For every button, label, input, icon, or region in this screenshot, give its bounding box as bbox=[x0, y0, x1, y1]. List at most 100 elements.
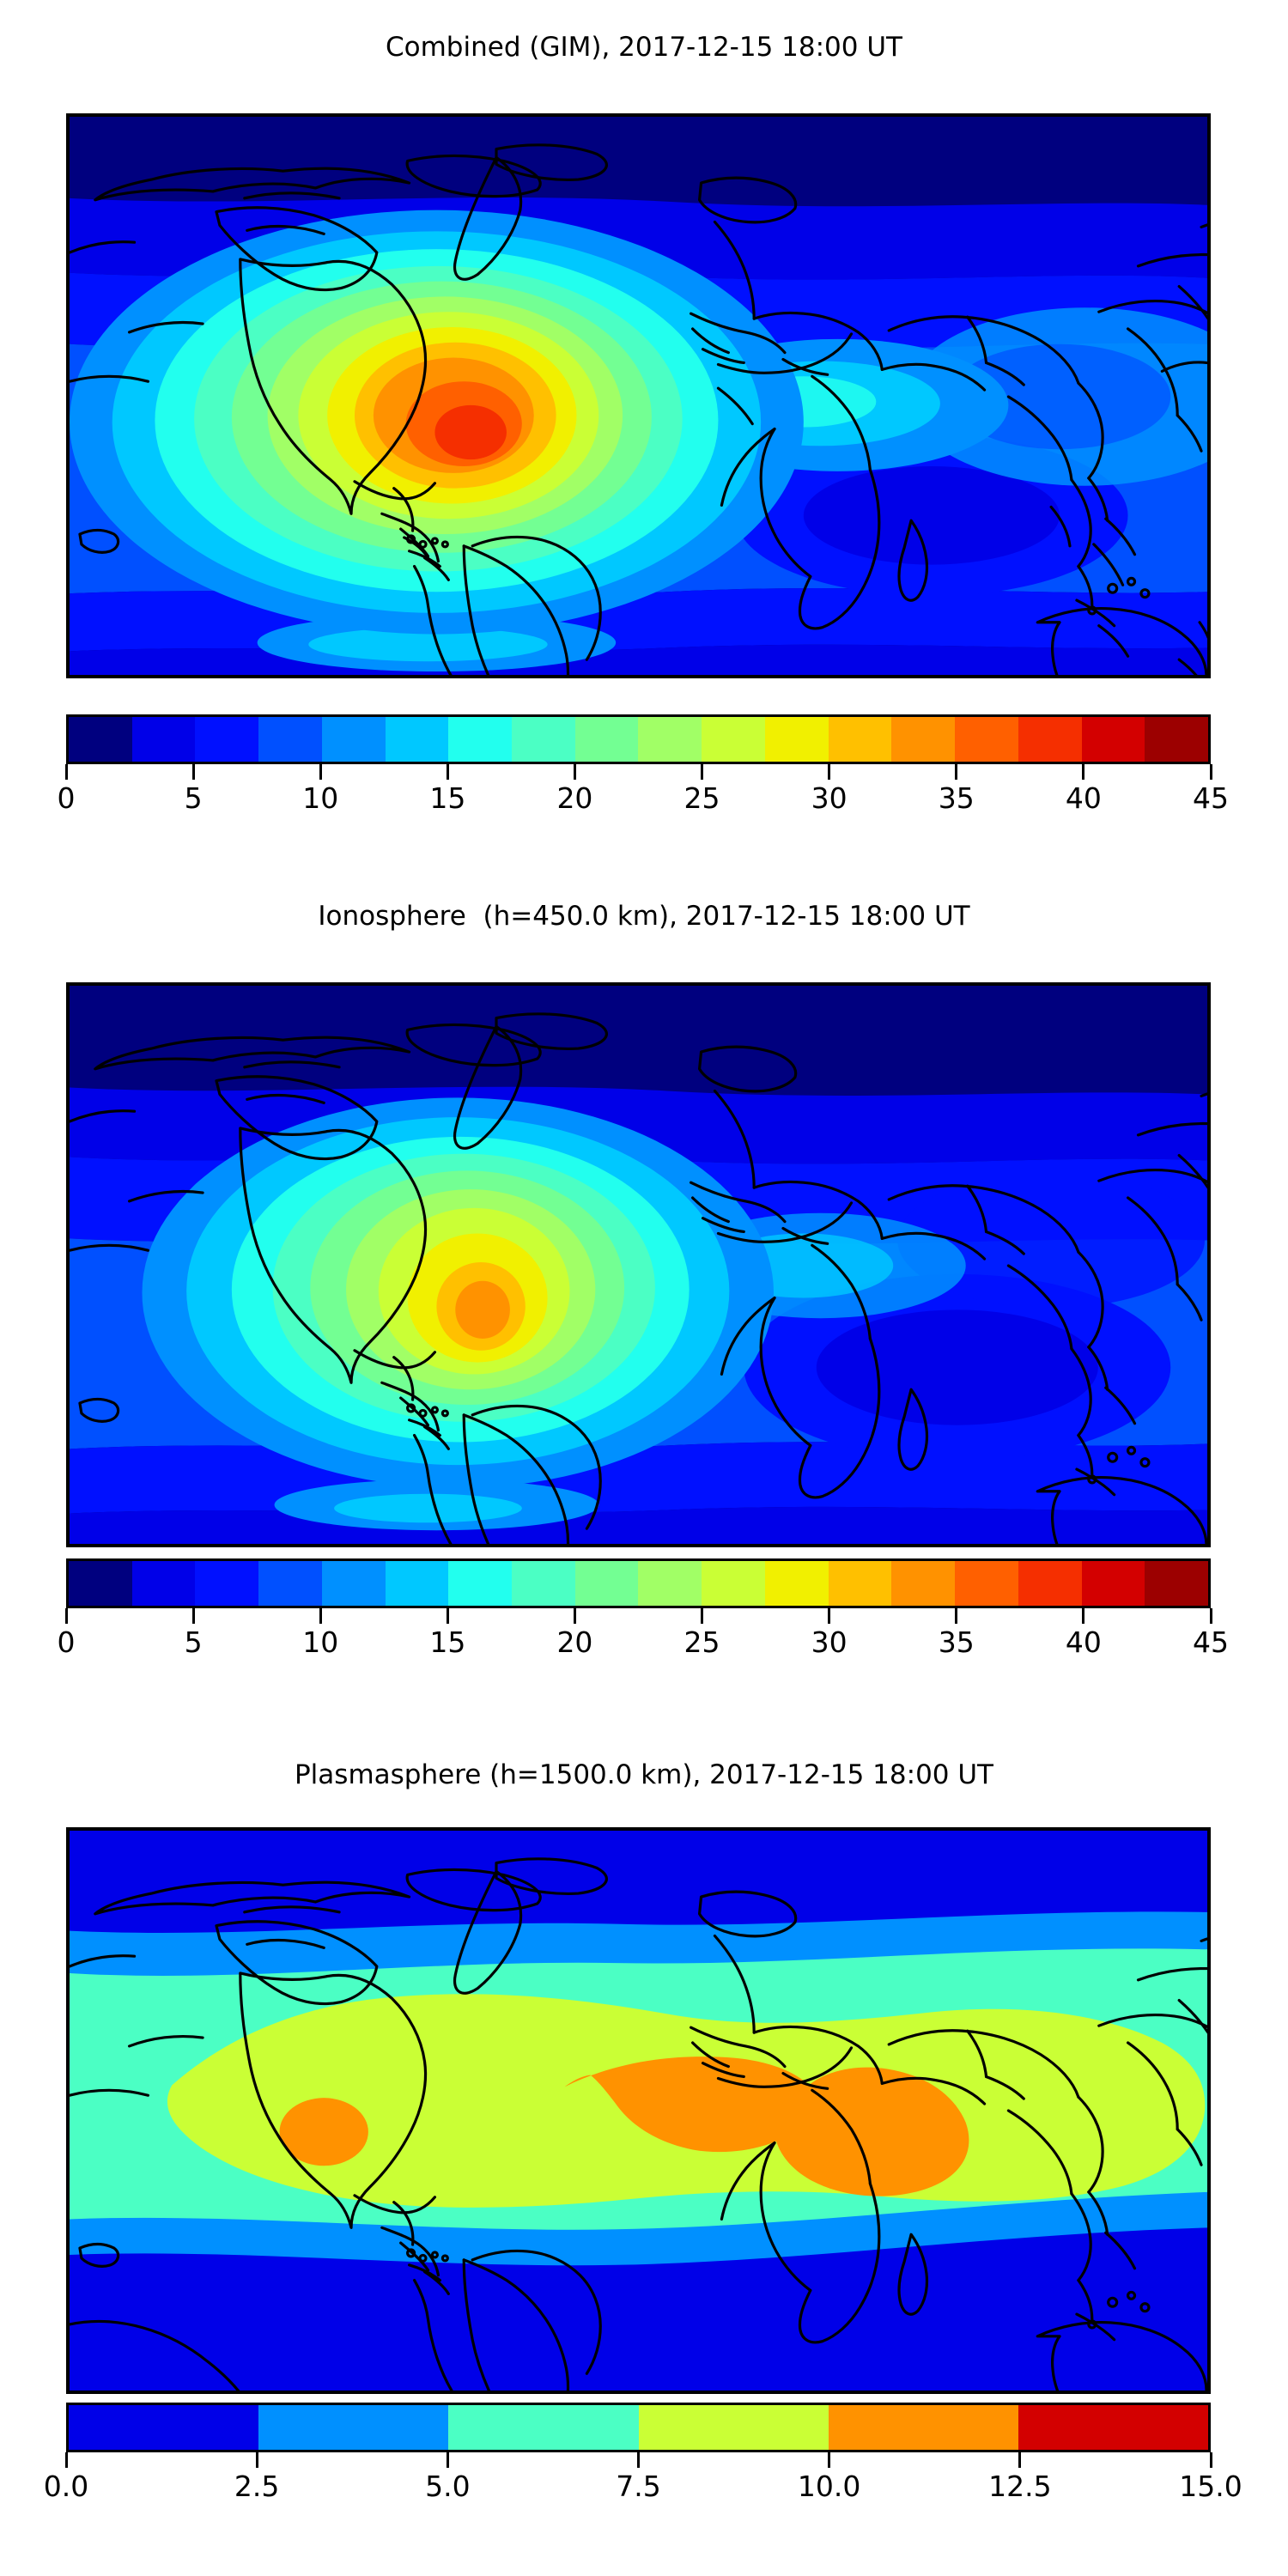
colorbar-plasmasphere: 0.0 2.5 5.0 7.5 10.0 12.5 15.0 bbox=[44, 2403, 1242, 2509]
colorbar-tick-label: 10.0 bbox=[797, 2470, 861, 2503]
colorbar-plasmasphere-ticks bbox=[64, 2452, 1212, 2468]
colorbar-band bbox=[321, 1561, 386, 1606]
colorbar-tick bbox=[828, 1608, 831, 1624]
colorbar-tick-label: 2.5 bbox=[234, 2470, 280, 2503]
colorbar-combined-labels: 0 5 10 15 20 25 30 35 40 45 bbox=[58, 780, 1230, 821]
colorbar-band bbox=[955, 1561, 1018, 1606]
colorbar-tick bbox=[1018, 2452, 1022, 2468]
colorbar-band bbox=[1145, 717, 1208, 762]
panel-plasmasphere: Plasmasphere (h=1500.0 km), 2017-12-15 1… bbox=[0, 1743, 1288, 2576]
plasmasphere-contour-plot bbox=[70, 1831, 1207, 2391]
combined-contour-plot bbox=[70, 117, 1207, 675]
colorbar-plasmasphere-labels: 0.0 2.5 5.0 7.5 10.0 12.5 15.0 bbox=[44, 2468, 1242, 2509]
colorbar-tick-label: 0 bbox=[57, 1625, 76, 1659]
colorbar-plasmasphere-bands bbox=[66, 2403, 1211, 2452]
colorbar-tick-label: 25 bbox=[683, 781, 720, 815]
colorbar-tick bbox=[446, 764, 449, 780]
colorbar-tick bbox=[64, 1608, 68, 1624]
colorbar-tick bbox=[828, 764, 831, 780]
colorbar-band bbox=[1145, 1561, 1208, 1606]
colorbar-tick bbox=[446, 2452, 449, 2468]
colorbar-combined-ticks bbox=[64, 764, 1212, 780]
colorbar-combined-bands bbox=[66, 714, 1211, 764]
colorbar-band bbox=[512, 717, 575, 762]
colorbar-band bbox=[195, 1561, 259, 1606]
colorbar-band bbox=[828, 2405, 1018, 2450]
colorbar-tick bbox=[191, 764, 195, 780]
colorbar-ionosphere-bands bbox=[66, 1558, 1211, 1608]
colorbar-band bbox=[69, 2405, 259, 2450]
colorbar-tick-label: 15 bbox=[429, 1625, 466, 1659]
colorbar-ionosphere: 0 5 10 15 20 25 30 35 40 45 bbox=[58, 1558, 1230, 1665]
colorbar-band bbox=[448, 2405, 639, 2450]
colorbar-tick bbox=[701, 764, 704, 780]
colorbar-tick-label: 30 bbox=[811, 1625, 848, 1659]
colorbar-band bbox=[385, 1561, 449, 1606]
colorbar-tick-label: 35 bbox=[938, 1625, 975, 1659]
colorbar-tick-label: 7.5 bbox=[616, 2470, 661, 2503]
colorbar-band bbox=[891, 1561, 956, 1606]
colorbar-band bbox=[828, 717, 892, 762]
colorbar-tick bbox=[1082, 764, 1085, 780]
panel-plasmasphere-title: Plasmasphere (h=1500.0 km), 2017-12-15 1… bbox=[294, 1759, 993, 1790]
colorbar-tick bbox=[828, 2452, 831, 2468]
panel-ionosphere: Ionosphere (h=450.0 km), 2017-12-15 18:0… bbox=[0, 867, 1288, 1743]
colorbar-tick-label: 25 bbox=[683, 1625, 720, 1659]
colorbar-band bbox=[258, 717, 322, 762]
colorbar-band bbox=[131, 717, 196, 762]
colorbar-ionosphere-ticks bbox=[64, 1608, 1212, 1624]
colorbar-tick bbox=[637, 2452, 640, 2468]
colorbar-band bbox=[512, 1561, 575, 1606]
colorbar-ionosphere-labels: 0 5 10 15 20 25 30 35 40 45 bbox=[58, 1624, 1230, 1665]
colorbar-tick-label: 35 bbox=[938, 781, 975, 815]
colorbar-band bbox=[638, 717, 702, 762]
colorbar-band bbox=[69, 1561, 132, 1606]
colorbar-band bbox=[764, 717, 829, 762]
colorbar-tick bbox=[955, 1608, 958, 1624]
colorbar-band bbox=[69, 717, 132, 762]
colorbar-tick bbox=[64, 764, 68, 780]
colorbar-tick-label: 20 bbox=[556, 1625, 593, 1659]
colorbar-band bbox=[321, 717, 386, 762]
colorbar-tick-label: 10 bbox=[302, 1625, 339, 1659]
colorbar-tick bbox=[701, 1608, 704, 1624]
colorbar-tick bbox=[1209, 1608, 1212, 1624]
colorbar-tick bbox=[955, 764, 958, 780]
colorbar-tick bbox=[191, 1608, 195, 1624]
colorbar-tick-label: 30 bbox=[811, 781, 848, 815]
colorbar-band bbox=[574, 1561, 639, 1606]
colorbar-band bbox=[574, 717, 639, 762]
colorbar-band bbox=[131, 1561, 196, 1606]
colorbar-tick-label: 40 bbox=[1065, 1625, 1102, 1659]
ionosphere-contour-plot bbox=[70, 986, 1207, 1544]
colorbar-tick bbox=[573, 1608, 576, 1624]
colorbar-tick-label: 5.0 bbox=[425, 2470, 471, 2503]
colorbar-band bbox=[1018, 1561, 1082, 1606]
colorbar-band bbox=[258, 1561, 322, 1606]
panel-plasmasphere-map bbox=[66, 1827, 1211, 2394]
colorbar-band bbox=[1081, 1561, 1145, 1606]
colorbar-band bbox=[955, 717, 1018, 762]
colorbar-band bbox=[195, 717, 259, 762]
colorbar-tick-label: 0.0 bbox=[43, 2470, 89, 2503]
colorbar-tick bbox=[1209, 2452, 1212, 2468]
colorbar-band bbox=[702, 717, 765, 762]
panel-ionosphere-title: Ionosphere (h=450.0 km), 2017-12-15 18:0… bbox=[318, 901, 970, 932]
colorbar-band bbox=[448, 1561, 513, 1606]
colorbar-tick bbox=[1082, 1608, 1085, 1624]
colorbar-tick bbox=[573, 764, 576, 780]
colorbar-tick bbox=[446, 1608, 449, 1624]
colorbar-band bbox=[1018, 717, 1082, 762]
colorbar-tick-label: 15.0 bbox=[1179, 2470, 1242, 2503]
panel-combined: Combined (GIM), 2017-12-15 18:00 UT bbox=[0, 0, 1288, 867]
colorbar-band bbox=[828, 1561, 892, 1606]
colorbar-tick bbox=[319, 1608, 322, 1624]
colorbar-tick-label: 5 bbox=[184, 1625, 203, 1659]
colorbar-tick-label: 15 bbox=[429, 781, 466, 815]
panel-ionosphere-map bbox=[66, 982, 1211, 1547]
colorbar-tick-label: 12.5 bbox=[988, 2470, 1052, 2503]
colorbar-band bbox=[1081, 717, 1145, 762]
colorbar-tick-label: 20 bbox=[556, 781, 593, 815]
colorbar-tick bbox=[1209, 764, 1212, 780]
